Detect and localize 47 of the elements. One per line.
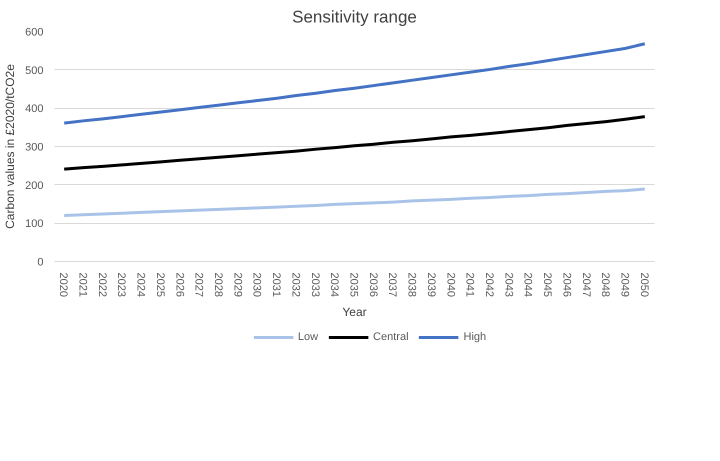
x-tick-label: 2032 xyxy=(289,272,302,297)
x-tick-label: 2024 xyxy=(134,272,147,297)
x-tick-label: 2025 xyxy=(154,272,166,297)
chart-title: Sensitivity range xyxy=(292,8,417,26)
y-tick-label: 0 xyxy=(37,256,44,268)
y-tick-label: 200 xyxy=(25,180,44,192)
x-tick-label: 2038 xyxy=(406,272,418,297)
x-tick-label: 2020 xyxy=(57,272,70,297)
x-tick-label: 2026 xyxy=(173,272,186,297)
y-tick-label: 500 xyxy=(25,64,44,77)
legend-label: Low xyxy=(298,331,318,343)
x-tick-label: 2045 xyxy=(541,272,554,297)
x-tick-label: 2027 xyxy=(192,272,205,297)
x-tick-label: 2050 xyxy=(638,272,650,297)
x-tick-label: 2044 xyxy=(522,272,534,297)
y-tick-label: 100 xyxy=(25,218,44,230)
line-series xyxy=(62,188,646,217)
x-tick-label: 2037 xyxy=(386,272,398,297)
legend-label: Central xyxy=(373,331,409,343)
x-tick-label: 2031 xyxy=(270,272,282,297)
x-tick-label: 2022 xyxy=(96,272,108,297)
y-axis-title: Carbon values in £2020/tCO2e xyxy=(3,64,18,229)
x-tick-label: 2041 xyxy=(464,272,476,297)
line-series xyxy=(62,42,646,125)
x-tick-label: 2046 xyxy=(560,272,572,297)
y-tick-label: 600 xyxy=(25,26,44,38)
x-tick-label: 2036 xyxy=(366,272,379,297)
x-tick-label: 2030 xyxy=(250,272,263,297)
x-tick-label: 2047 xyxy=(580,272,592,297)
x-tick-label: 2033 xyxy=(308,272,321,297)
x-axis-title: Year xyxy=(342,304,367,319)
x-tick-label: 2034 xyxy=(328,272,340,297)
x-tick-label: 2049 xyxy=(618,272,630,297)
legend-label: High xyxy=(464,331,486,343)
x-tick-label: 2021 xyxy=(76,272,89,297)
x-tick-label: 2023 xyxy=(115,272,128,297)
x-tick-label: 2035 xyxy=(348,272,360,297)
y-tick-label: 300 xyxy=(25,142,44,154)
x-tick-label: 2048 xyxy=(599,272,612,297)
x-tick-label: 2042 xyxy=(482,272,495,297)
line-series xyxy=(62,115,646,171)
y-tick-label: 400 xyxy=(25,103,44,116)
x-tick-label: 2043 xyxy=(502,272,514,297)
x-tick-label: 2029 xyxy=(231,272,244,297)
x-tick-label: 2039 xyxy=(424,272,437,297)
x-tick-label: 2028 xyxy=(212,272,224,297)
x-tick-label: 2040 xyxy=(444,272,456,297)
